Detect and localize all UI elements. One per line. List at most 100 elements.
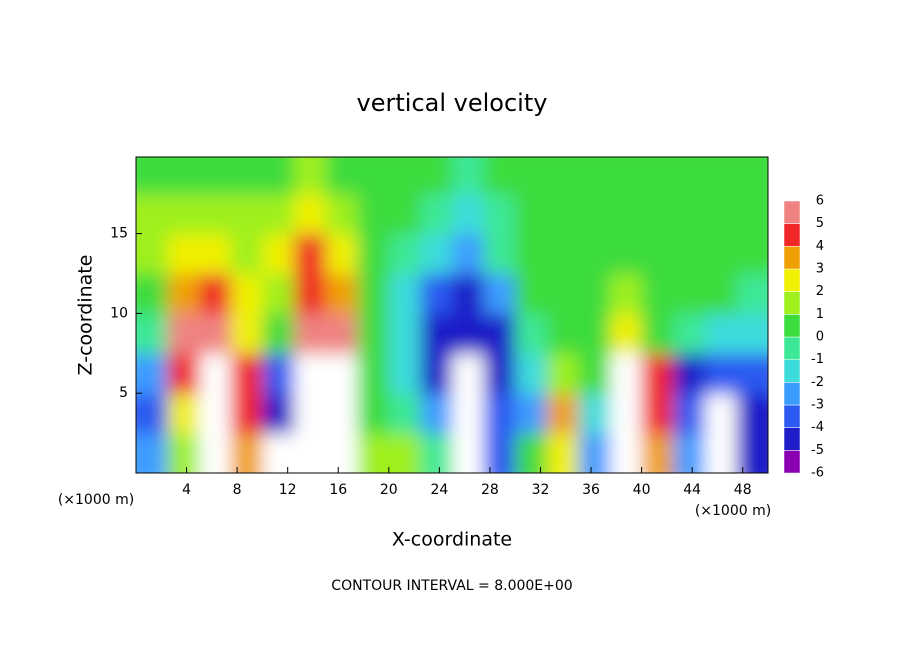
- cell: [136, 393, 169, 434]
- x-axis-label: X-coordinate: [392, 529, 512, 551]
- cell: [136, 233, 169, 275]
- cell: [199, 233, 232, 275]
- cell: [294, 273, 327, 315]
- cell: [483, 353, 516, 394]
- cell: [199, 433, 232, 473]
- cell: [357, 393, 390, 434]
- cell: [578, 273, 611, 315]
- cell: [578, 433, 611, 473]
- cell: [515, 157, 548, 195]
- field: [136, 157, 768, 473]
- colorbar-swatch: [783, 268, 801, 292]
- colorbar-label: 5: [816, 216, 824, 231]
- cell: [610, 313, 643, 354]
- cell: [736, 353, 768, 394]
- colorbar-swatch: [783, 291, 801, 315]
- cell: [420, 273, 453, 315]
- cell: [452, 233, 485, 275]
- x-tick-label: 32: [532, 482, 550, 498]
- cell: [452, 313, 485, 354]
- footer-note: CONTOUR INTERVAL = 8.000E+00: [331, 578, 572, 594]
- cell: [736, 393, 768, 434]
- cell: [167, 393, 200, 434]
- cells: [136, 157, 768, 473]
- cell: [388, 233, 421, 275]
- cell: [262, 433, 295, 473]
- cell: [167, 193, 200, 235]
- y-axis-label: Z-coordinate: [75, 255, 97, 376]
- colorbar-label: -6: [811, 466, 824, 481]
- colorbar-label: 0: [816, 330, 824, 345]
- cell: [325, 193, 358, 235]
- cell: [388, 393, 421, 434]
- cell: [704, 157, 737, 195]
- cell: [515, 233, 548, 275]
- colorbar-label: -5: [811, 443, 824, 458]
- cell: [420, 313, 453, 354]
- cell: [167, 233, 200, 275]
- cell: [673, 353, 706, 394]
- cell: [388, 193, 421, 235]
- cell: [578, 193, 611, 235]
- cell: [136, 273, 169, 315]
- cell: [294, 193, 327, 235]
- cell: [294, 393, 327, 434]
- cell: [262, 353, 295, 394]
- cell: [483, 157, 516, 195]
- colorbar-label: 4: [816, 239, 824, 254]
- cell: [704, 313, 737, 354]
- cell: [325, 313, 358, 354]
- colorbar-swatch: [783, 314, 801, 338]
- cell: [483, 273, 516, 315]
- cell: [578, 157, 611, 195]
- cell: [546, 157, 579, 195]
- x-tick-label: 12: [279, 482, 297, 498]
- cell: [262, 393, 295, 434]
- cell: [294, 353, 327, 394]
- cell: [199, 193, 232, 235]
- colorbar-label: 3: [816, 262, 824, 277]
- cell: [578, 393, 611, 434]
- cell: [610, 193, 643, 235]
- cell: [483, 233, 516, 275]
- cell: [199, 353, 232, 394]
- cell: [420, 193, 453, 235]
- cell: [294, 157, 327, 195]
- cell: [610, 393, 643, 434]
- cell: [704, 193, 737, 235]
- cell: [704, 393, 737, 434]
- cell: [357, 353, 390, 394]
- cell: [420, 233, 453, 275]
- colorbar: -6 -5 -4 -3 -2 -1 0 1 2 3 4 5 6: [783, 194, 824, 481]
- colorbar-label: 2: [816, 284, 824, 299]
- cell: [578, 353, 611, 394]
- cell: [452, 433, 485, 473]
- cell: [420, 353, 453, 394]
- cell: [136, 353, 169, 394]
- cell: [167, 273, 200, 315]
- cell: [262, 233, 295, 275]
- cell: [546, 393, 579, 434]
- cell: [673, 433, 706, 473]
- x-unit-right: (×1000 m): [695, 503, 771, 519]
- cell: [136, 193, 169, 235]
- cell: [641, 233, 674, 275]
- cell: [515, 313, 548, 354]
- colorbar-label: -1: [811, 352, 824, 367]
- cell: [199, 157, 232, 195]
- cell: [388, 313, 421, 354]
- cell: [388, 433, 421, 473]
- cell: [641, 157, 674, 195]
- cell: [515, 393, 548, 434]
- cell: [357, 433, 390, 473]
- cell: [357, 233, 390, 275]
- colorbar-label: 6: [816, 194, 824, 209]
- cell: [546, 273, 579, 315]
- cell: [199, 273, 232, 315]
- cell: [515, 273, 548, 315]
- colorbar-swatch: [783, 200, 801, 224]
- cell: [357, 157, 390, 195]
- cell: [641, 273, 674, 315]
- cell: [167, 313, 200, 354]
